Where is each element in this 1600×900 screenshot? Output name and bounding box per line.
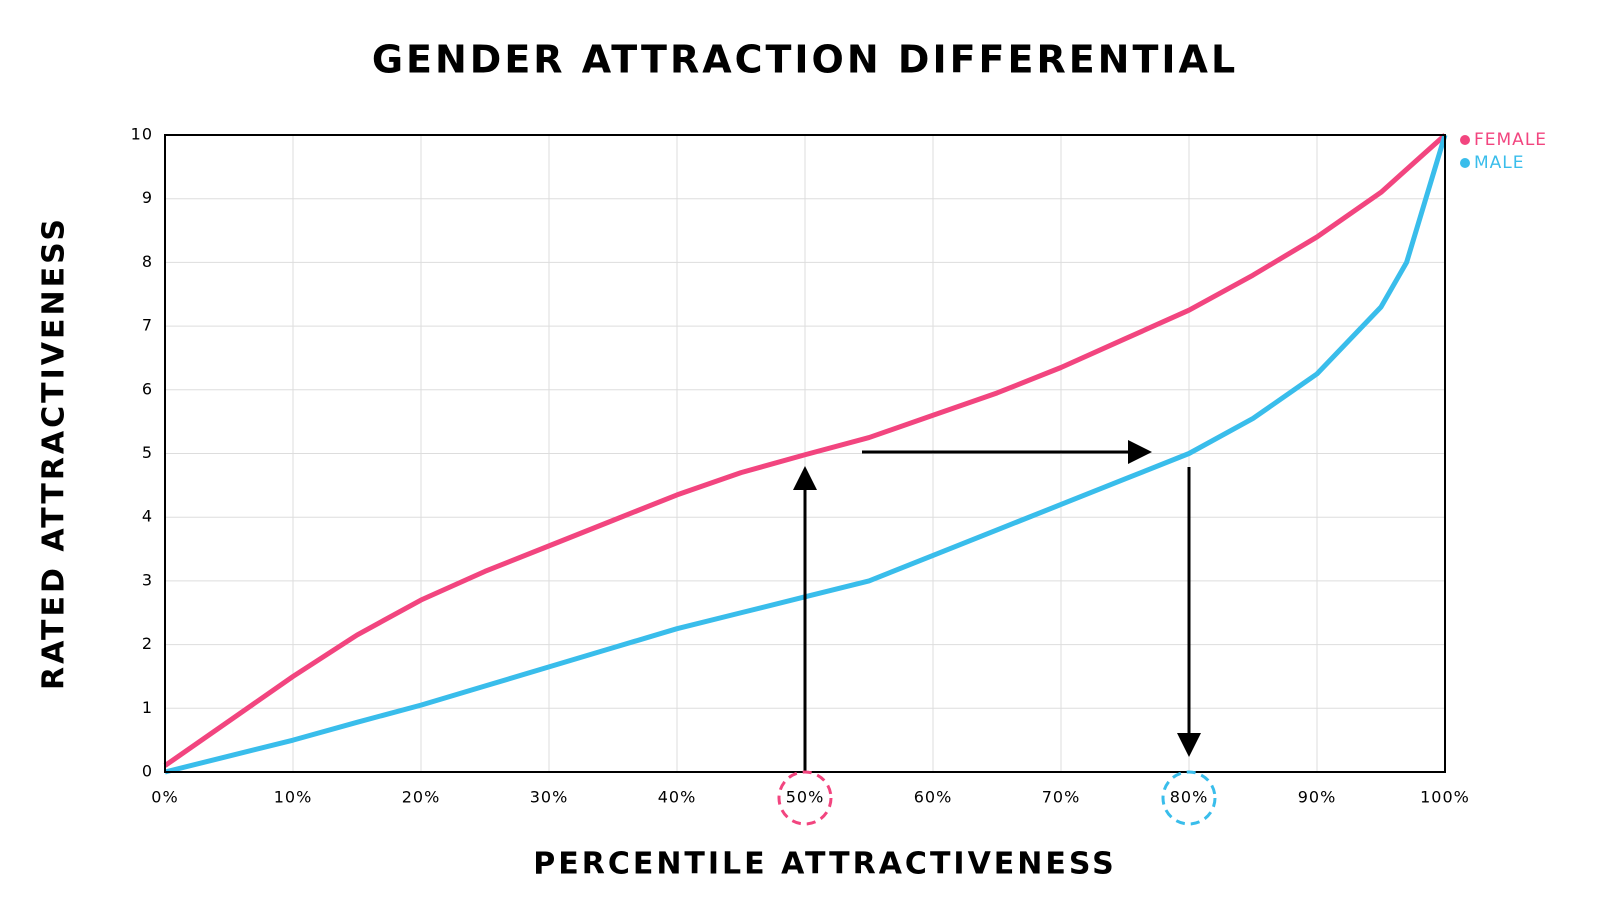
y-tick-label: 5 xyxy=(142,443,153,462)
y-tick-label: 1 xyxy=(142,698,153,717)
legend-label: MALE xyxy=(1474,153,1525,173)
x-tick-label: 70% xyxy=(1042,788,1081,807)
y-tick-label: 7 xyxy=(142,316,153,335)
chart-title: GENDER ATTRACTION DIFFERENTIAL xyxy=(372,38,1238,82)
x-tick-label: 10% xyxy=(274,788,313,807)
y-tick-label: 10 xyxy=(131,125,153,144)
x-tick-label: 80% xyxy=(1170,788,1209,807)
highlight-circle xyxy=(1161,770,1217,826)
x-axis-label: PERCENTILE ATTRACTIVENESS xyxy=(533,847,1117,882)
data-line xyxy=(164,134,1448,775)
y-tick-label: 8 xyxy=(142,252,153,271)
legend-label: FEMALE xyxy=(1474,130,1547,150)
y-tick-label: 9 xyxy=(142,188,153,207)
y-tick-label: 6 xyxy=(142,379,153,398)
y-tick-label: 3 xyxy=(142,570,153,589)
y-tick-label: 2 xyxy=(142,634,153,653)
x-tick-label: 0% xyxy=(151,788,178,807)
y-axis-label: RATED ATTRACTIVENESS xyxy=(37,216,72,690)
x-tick-label: 50% xyxy=(786,788,825,807)
y-tick-label: 0 xyxy=(142,762,153,781)
x-tick-label: 40% xyxy=(658,788,697,807)
x-tick-label: 20% xyxy=(402,788,441,807)
legend-marker xyxy=(1460,135,1470,145)
y-tick-label: 4 xyxy=(142,507,153,526)
x-tick-label: 100% xyxy=(1420,788,1470,807)
legend-marker xyxy=(1460,158,1470,168)
x-tick-label: 90% xyxy=(1298,788,1337,807)
data-line xyxy=(163,133,1447,768)
highlight-circle xyxy=(777,770,833,826)
x-tick-label: 60% xyxy=(914,788,953,807)
x-tick-label: 30% xyxy=(530,788,569,807)
